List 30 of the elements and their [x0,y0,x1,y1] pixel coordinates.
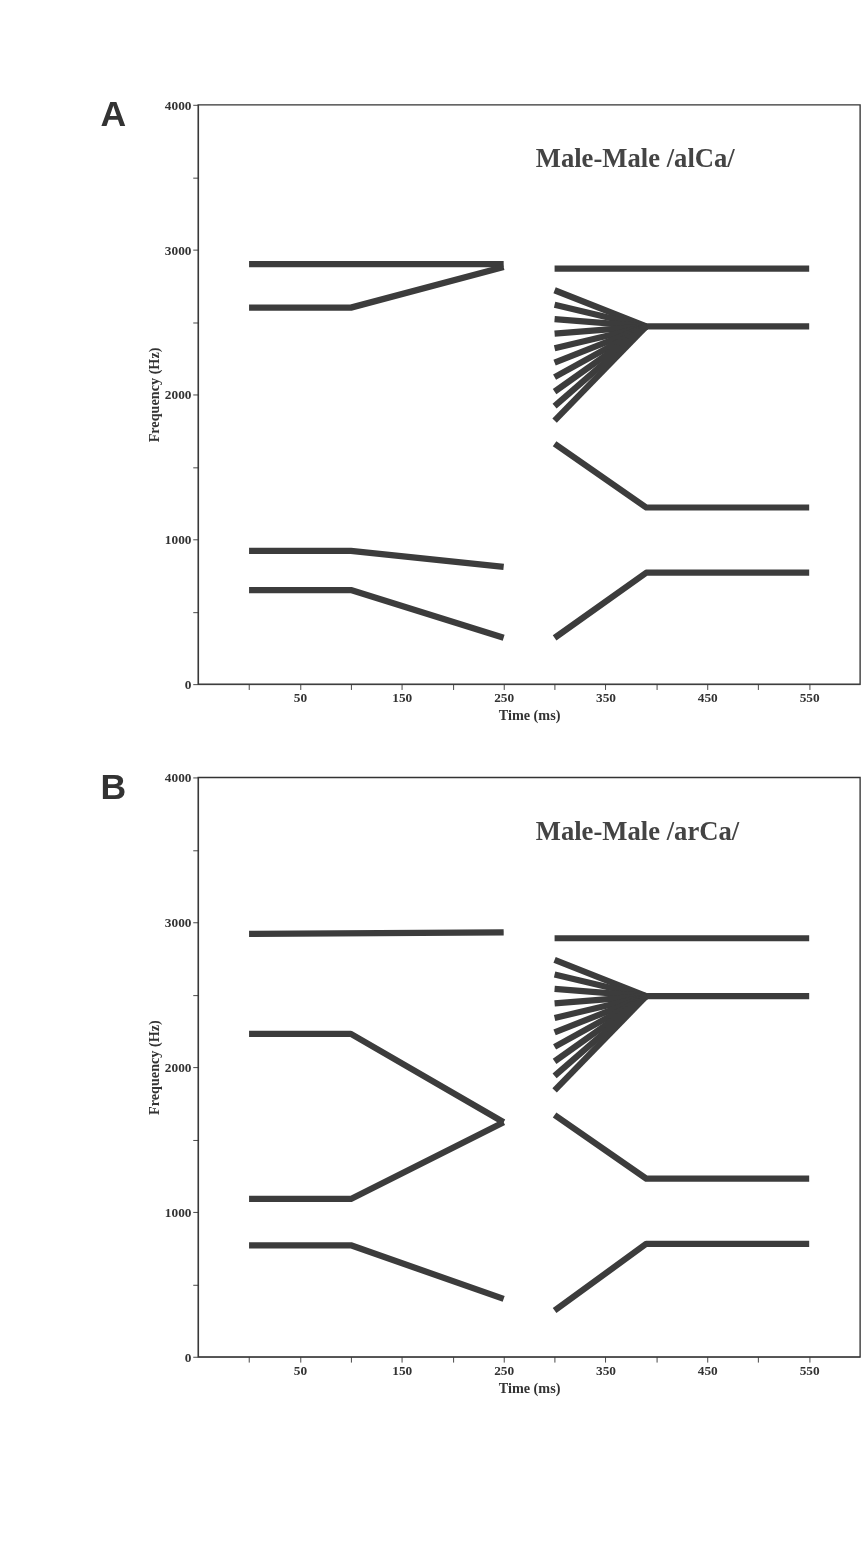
y-axis-title: Frequency (Hz) [145,347,163,443]
x-tick-label: 250 [494,690,515,706]
x-tick-label: 50 [293,1363,308,1379]
x-tick-label: 450 [697,690,719,706]
x-tick-label: 550 [799,690,820,706]
x-tick-label: 150 [392,1363,413,1379]
y-tick-label: 0 [184,1349,192,1365]
y-tick-label: 1000 [164,532,192,548]
text: Male-Male /alCa/ [535,143,736,174]
y-axis-title: Frequency (Hz) [145,1019,163,1115]
text: B [100,766,127,807]
x-tick-label: 50 [293,690,308,706]
x-tick-label: 450 [697,1363,719,1379]
y-tick-label: 1000 [164,1204,192,1220]
y-tick-label: 4000 [164,97,192,113]
text: Male-Male /arCa/ [535,815,740,846]
y-tick-label: 3000 [164,915,192,931]
x-axis-title: Time (ms) [498,1379,561,1397]
y-tick-label: 2000 [164,1060,192,1076]
x-tick-label: 350 [595,1363,617,1379]
text: A [100,94,127,135]
x-tick-label: 550 [799,1363,820,1379]
y-tick-label: 0 [184,677,192,693]
x-tick-label: 350 [595,690,617,706]
x-tick-label: 150 [392,690,413,706]
x-axis-title: Time (ms) [498,707,561,725]
y-tick-label: 3000 [164,242,192,258]
y-tick-label: 2000 [164,387,192,403]
y-tick-label: 4000 [164,770,192,786]
x-tick-label: 250 [494,1363,515,1379]
